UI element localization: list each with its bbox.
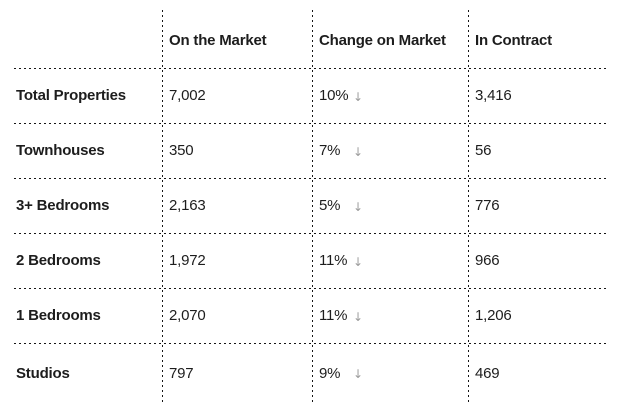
in-contract-value: 56 [475,142,492,159]
change-percent: 11% [319,252,348,269]
change-on-market-cell: 11% ↓ [312,288,468,343]
column-header-in-contract: In Contract [475,31,552,49]
change-on-market-cell: 5% ↓ [312,178,468,233]
change-percent: 11% [319,307,348,324]
on-market-value: 350 [169,142,194,159]
change-percent: 10% [319,87,349,104]
column-header-on-the-market: On the Market [169,31,267,49]
in-contract-value: 776 [475,197,500,214]
row-label-2-bedrooms: 2 Bedrooms [16,252,101,269]
table-grid-line-horizontal [14,343,606,344]
in-contract-value: 1,206 [475,307,512,324]
row-label-3plus-bedrooms: 3+ Bedrooms [16,197,110,214]
table-grid-line-vertical [162,10,163,402]
table-grid-line-horizontal [14,288,606,289]
on-market-value: 797 [169,364,194,382]
table-grid-line-vertical [312,10,313,402]
in-contract-value: 3,416 [475,87,512,104]
down-arrow-icon: ↓ [353,254,363,269]
change-on-market-cell: 11% ↓ [312,233,468,288]
on-market-value: 2,163 [169,197,206,214]
on-market-value: 7,002 [169,87,206,104]
change-on-market-cell: 9% ↓ [312,343,468,403]
change-percent: 7% [319,142,341,159]
down-arrow-icon: ↓ [353,309,363,324]
in-contract-value: 469 [475,364,500,382]
table-grid-line-vertical [468,10,469,402]
table-grid-line-horizontal [14,178,606,179]
table-grid-line-horizontal [14,233,606,234]
column-header-change-on-market: Change on Market [319,31,446,49]
down-arrow-icon: ↓ [353,367,363,381]
change-percent: 9% [319,364,341,382]
in-contract-value: 966 [475,252,500,269]
down-arrow-icon: ↓ [353,199,363,214]
change-on-market-cell: 10% ↓ [312,68,468,123]
down-arrow-icon: ↓ [353,144,363,159]
row-label-1-bedrooms: 1 Bedrooms [16,307,101,324]
row-label-studios: Studios [16,364,70,382]
table-grid-line-horizontal [14,123,606,124]
table-grid-line-horizontal [14,68,606,69]
header-corner-cell [0,0,162,68]
on-market-value: 2,070 [169,307,206,324]
row-label-townhouses: Townhouses [16,142,105,159]
down-arrow-icon: ↓ [353,89,363,104]
row-label-total-properties: Total Properties [16,87,126,104]
change-percent: 5% [319,197,341,214]
change-on-market-cell: 7% ↓ [312,123,468,178]
on-market-value: 1,972 [169,252,206,269]
